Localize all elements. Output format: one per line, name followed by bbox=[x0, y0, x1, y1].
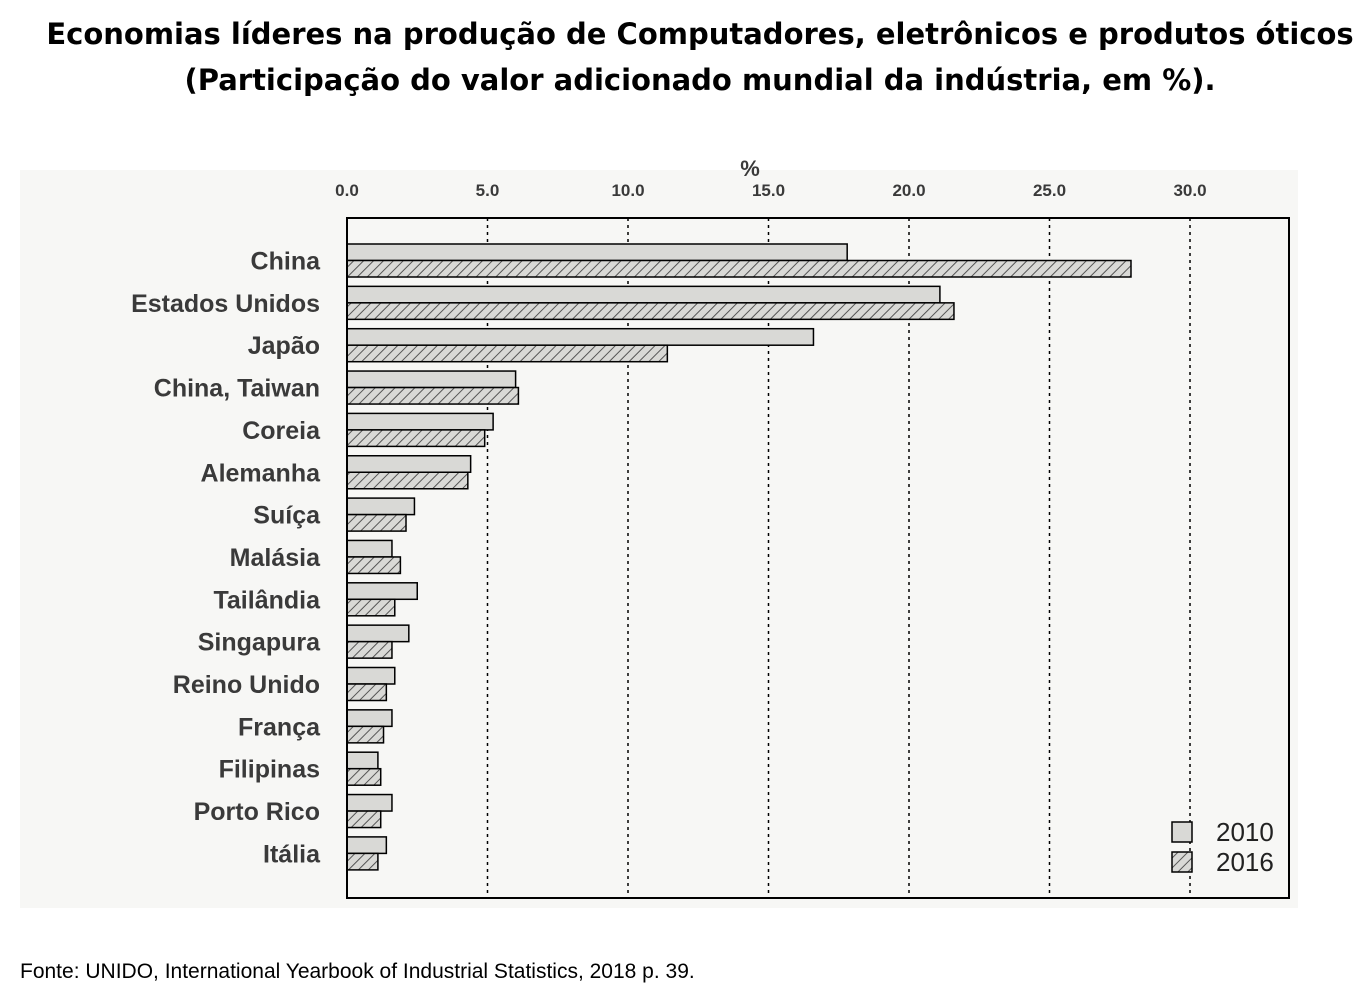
legend-label-2010: 2010 bbox=[1216, 817, 1274, 847]
source-note: Fonte: UNIDO, International Yearbook of … bbox=[20, 960, 695, 983]
bar-2016 bbox=[346, 556, 402, 575]
chart-title: Economias líderes na produção de Computa… bbox=[46, 17, 1354, 51]
bar-2016 bbox=[346, 725, 385, 744]
x-tick-label: 25.0 bbox=[1033, 181, 1066, 200]
category-label: Malásia bbox=[230, 544, 321, 572]
bar-2016 bbox=[346, 259, 1132, 278]
category-label: Porto Rico bbox=[194, 798, 320, 826]
category-label: Suíça bbox=[253, 502, 321, 530]
bar-2016 bbox=[346, 852, 379, 871]
category-label: China bbox=[251, 248, 322, 276]
bar-2010 bbox=[346, 455, 472, 473]
category-label: Reino Unido bbox=[173, 671, 320, 699]
x-tick-label: 15.0 bbox=[752, 181, 785, 200]
bar-2016 bbox=[346, 767, 382, 786]
category-label: Itália bbox=[263, 840, 321, 868]
bar-2016 bbox=[346, 598, 396, 617]
chart-subtitle: (Participação do valor adicionado mundia… bbox=[184, 63, 1216, 97]
bar-2016 bbox=[346, 429, 486, 448]
category-label: Japão bbox=[248, 332, 320, 360]
bar-2010 bbox=[346, 243, 848, 262]
bar-2010 bbox=[346, 666, 396, 685]
bar-2016 bbox=[346, 513, 407, 532]
bar-2016 bbox=[346, 640, 393, 659]
legend-swatch-2010 bbox=[1171, 821, 1193, 843]
bar-2010 bbox=[346, 327, 815, 346]
bar-2010 bbox=[346, 836, 388, 855]
category-label: França bbox=[238, 713, 321, 741]
category-label: Singapura bbox=[198, 629, 321, 657]
bar-2010 bbox=[346, 497, 416, 516]
legend-label-2016: 2016 bbox=[1216, 847, 1274, 877]
bar-2016 bbox=[346, 810, 382, 829]
x-tick-label: 30.0 bbox=[1173, 181, 1206, 200]
x-tick-label: 10.0 bbox=[611, 181, 644, 200]
bar-2010 bbox=[346, 624, 410, 643]
category-label: Coreia bbox=[242, 417, 321, 445]
bar-2016 bbox=[346, 344, 669, 363]
category-label: China, Taiwan bbox=[154, 375, 320, 403]
bar-2010 bbox=[346, 412, 494, 431]
bar-2010 bbox=[346, 709, 393, 728]
x-axis-unit: % bbox=[740, 156, 760, 181]
bar-2010 bbox=[346, 370, 517, 389]
x-tick-label: 20.0 bbox=[892, 181, 925, 200]
bar-2010 bbox=[346, 793, 393, 812]
bar-2010 bbox=[346, 582, 418, 601]
bar-2016 bbox=[346, 386, 520, 405]
bar-2010 bbox=[346, 285, 941, 304]
category-label: Alemanha bbox=[201, 459, 322, 487]
x-tick-label: 5.0 bbox=[476, 181, 500, 200]
category-label: Tailândia bbox=[213, 586, 321, 614]
category-label: Filipinas bbox=[219, 756, 320, 784]
x-tick-label: 0.0 bbox=[335, 181, 359, 200]
bar-2010 bbox=[346, 751, 379, 770]
bar-2016 bbox=[346, 302, 955, 321]
category-label: Estados Unidos bbox=[131, 290, 320, 318]
legend-swatch-2016 bbox=[1171, 851, 1193, 873]
plot-frame bbox=[346, 217, 1290, 899]
bar-2016 bbox=[346, 683, 388, 702]
bar-2016 bbox=[346, 471, 469, 490]
bar-2010 bbox=[346, 539, 393, 558]
